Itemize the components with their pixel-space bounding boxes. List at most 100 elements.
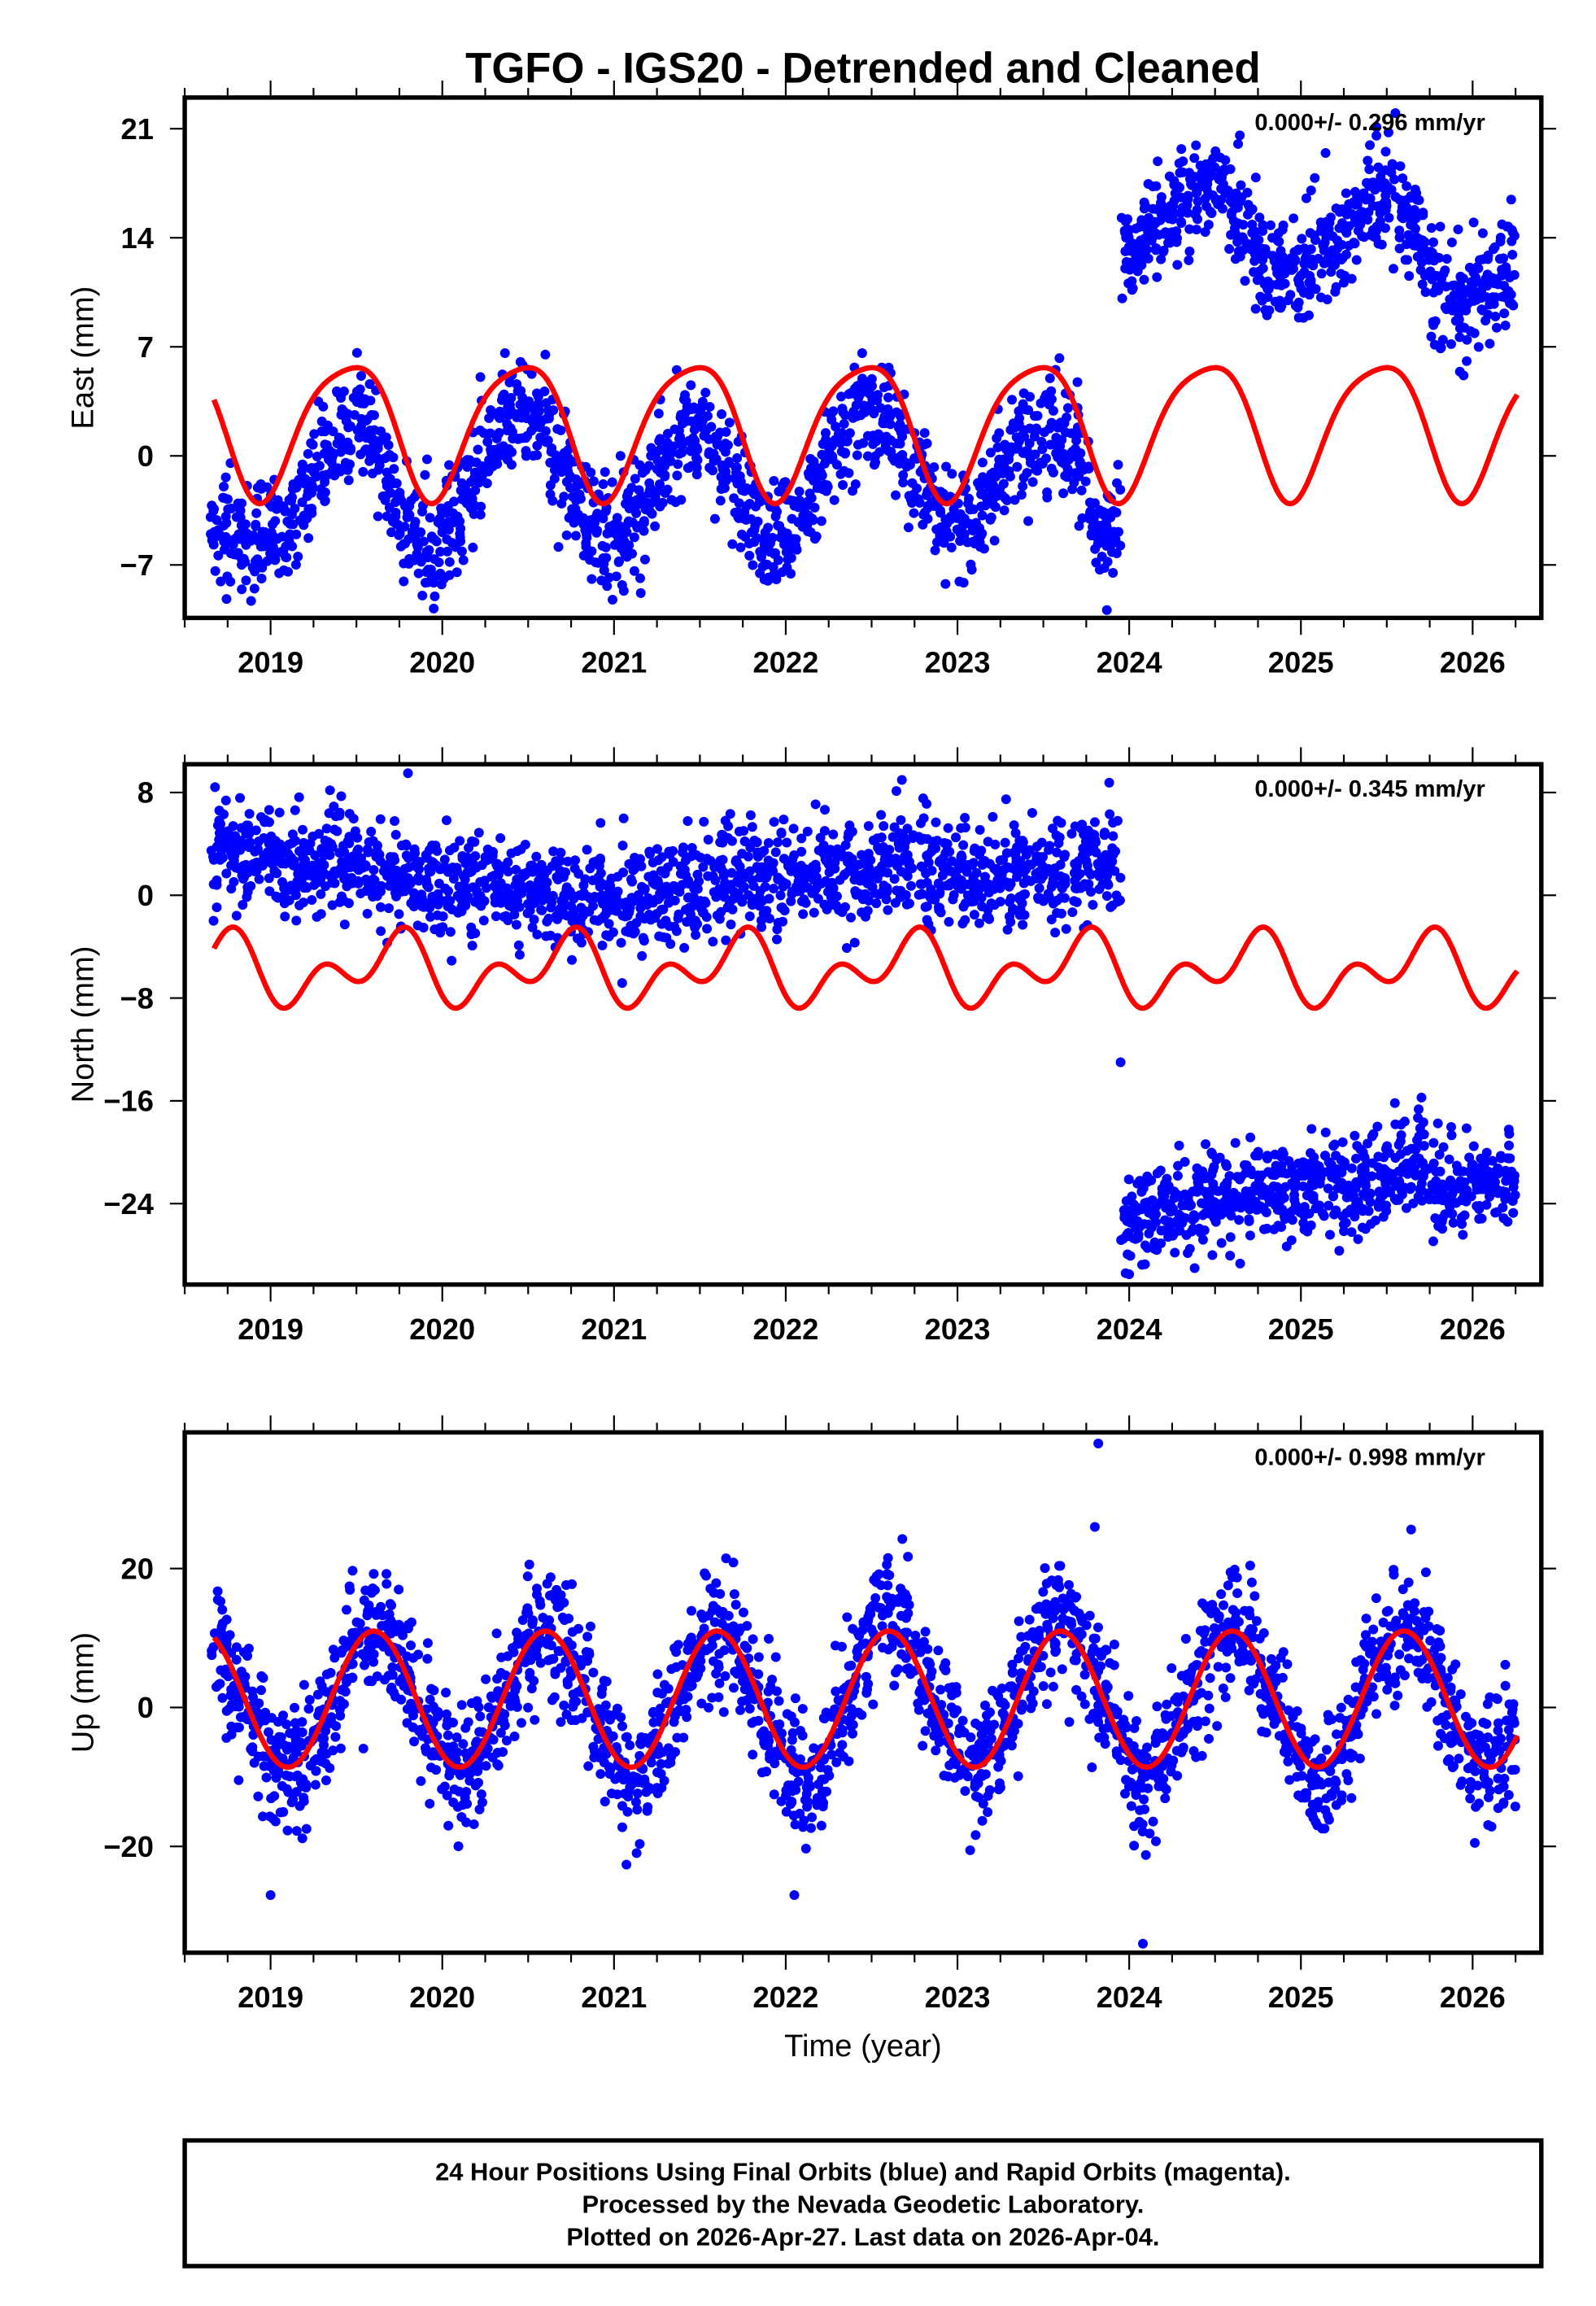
data-point xyxy=(351,347,362,358)
data-point xyxy=(790,540,800,551)
data-point xyxy=(1242,187,1253,198)
data-point xyxy=(1222,1177,1232,1188)
data-point xyxy=(539,871,549,881)
data-point xyxy=(559,893,569,904)
data-point xyxy=(1448,1217,1459,1228)
data-point xyxy=(1135,1176,1145,1186)
data-point xyxy=(881,894,892,905)
data-point xyxy=(319,1733,329,1744)
data-point xyxy=(945,531,956,542)
data-point xyxy=(242,892,252,902)
data-point xyxy=(363,847,373,858)
data-point xyxy=(770,847,781,858)
data-point xyxy=(352,846,363,857)
data-point xyxy=(1089,817,1100,828)
data-point xyxy=(862,451,873,461)
data-point xyxy=(937,870,948,880)
data-point xyxy=(1274,236,1284,247)
data-point xyxy=(233,498,243,509)
data-point xyxy=(1360,1181,1371,1191)
data-point xyxy=(282,1825,293,1836)
data-point xyxy=(1034,883,1044,893)
data-point xyxy=(866,868,877,879)
data-point xyxy=(789,849,800,860)
data-point xyxy=(401,850,412,861)
data-point xyxy=(336,791,347,801)
data-point xyxy=(1213,197,1223,207)
data-point xyxy=(931,817,941,828)
data-point xyxy=(414,864,425,875)
data-point xyxy=(589,893,600,903)
data-point xyxy=(838,407,848,417)
data-point xyxy=(280,911,290,922)
data-point xyxy=(1417,1157,1428,1168)
data-point xyxy=(1135,1222,1145,1233)
data-point xyxy=(310,463,321,474)
data-point xyxy=(819,826,830,836)
data-point xyxy=(534,422,545,433)
data-point xyxy=(969,519,979,530)
y-axis-label: North (mm) xyxy=(65,946,100,1103)
data-point xyxy=(1371,122,1382,133)
data-point xyxy=(1380,1143,1391,1154)
data-point xyxy=(619,900,630,911)
data-point xyxy=(730,462,741,473)
data-point xyxy=(1151,181,1162,191)
data-point xyxy=(1459,1177,1470,1187)
data-point xyxy=(256,1685,266,1696)
data-point xyxy=(757,561,768,572)
data-point xyxy=(1084,461,1094,472)
data-point xyxy=(495,833,506,844)
data-point xyxy=(1363,1206,1374,1216)
data-point xyxy=(966,559,976,570)
data-point xyxy=(1372,1121,1383,1132)
data-point xyxy=(1504,1140,1514,1151)
data-point xyxy=(517,871,528,882)
data-point xyxy=(264,1811,275,1822)
data-point xyxy=(927,866,937,876)
data-point xyxy=(960,812,970,823)
data-point xyxy=(512,895,523,906)
data-point xyxy=(416,901,427,911)
data-point xyxy=(531,851,542,862)
data-point xyxy=(1490,1208,1501,1218)
data-point xyxy=(355,384,365,395)
data-point xyxy=(390,829,401,840)
data-point xyxy=(1508,1208,1519,1218)
data-point xyxy=(613,886,623,897)
data-point xyxy=(1381,1200,1392,1211)
data-point xyxy=(1219,1208,1229,1218)
data-point xyxy=(824,867,835,878)
data-point xyxy=(969,896,979,906)
data-point xyxy=(397,886,408,897)
data-point xyxy=(986,512,996,522)
data-point xyxy=(443,886,453,897)
data-point xyxy=(1048,405,1058,416)
data-point xyxy=(467,836,477,846)
data-point xyxy=(473,444,483,455)
data-point xyxy=(1346,1163,1357,1173)
data-point xyxy=(274,807,285,818)
data-point xyxy=(630,474,640,484)
data-point-outlier xyxy=(403,768,413,779)
data-point xyxy=(298,898,308,908)
data-point xyxy=(410,517,421,527)
data-point xyxy=(475,877,486,887)
data-point xyxy=(714,914,725,924)
data-point xyxy=(1102,557,1113,567)
data-point xyxy=(1022,875,1032,885)
data-point xyxy=(1457,1219,1467,1229)
data-point xyxy=(755,847,765,858)
data-point xyxy=(871,436,882,447)
data-point xyxy=(290,1702,300,1713)
model-curve xyxy=(211,924,1520,1011)
data-point xyxy=(622,911,633,921)
data-point xyxy=(639,884,650,895)
x-tick-label: 2019 xyxy=(238,1312,303,1346)
data-point xyxy=(1469,277,1480,288)
data-point xyxy=(517,399,528,409)
data-point xyxy=(489,871,499,881)
data-point xyxy=(1115,872,1126,883)
data-point xyxy=(726,867,737,878)
data-point xyxy=(1462,1185,1472,1195)
